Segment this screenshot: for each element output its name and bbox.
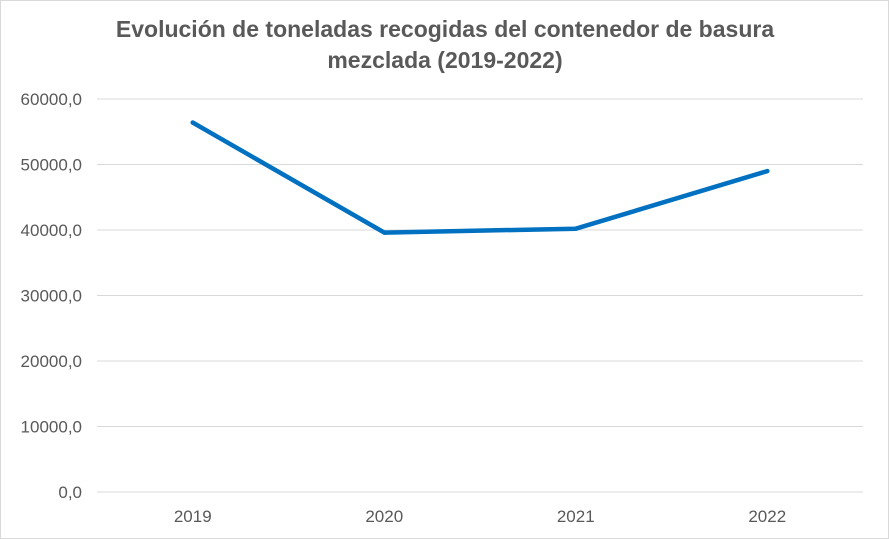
x-axis-tick-labels: 2019 2020 2021 2022 bbox=[174, 507, 786, 526]
x-tick-label: 2021 bbox=[557, 507, 595, 526]
data-point-2022 bbox=[765, 168, 770, 174]
y-tick-label: 60000,0 bbox=[21, 90, 82, 109]
y-axis-tick-labels: 0,0 10000,0 20000,0 30000,0 40000,0 50000,0 60… bbox=[21, 90, 82, 502]
y-tick-label: 40000,0 bbox=[21, 221, 82, 240]
data-point-2019 bbox=[190, 120, 195, 125]
y-tick-label: 0,0 bbox=[58, 483, 82, 502]
y-tick-label: 10000,0 bbox=[21, 418, 82, 437]
series-group bbox=[190, 120, 770, 235]
y-tick-label: 50000,0 bbox=[21, 156, 82, 175]
x-tick-label: 2020 bbox=[365, 507, 403, 526]
series-line-0 bbox=[190, 120, 770, 235]
data-point-2020 bbox=[382, 230, 387, 235]
y-tick-label: 30000,0 bbox=[21, 287, 82, 306]
y-tick-label: 20000,0 bbox=[21, 352, 82, 371]
gridlines bbox=[97, 98, 863, 493]
chart-title: Evolución de toneladas recogidas del con… bbox=[115, 16, 775, 73]
x-tick-label: 2022 bbox=[748, 507, 786, 526]
x-tick-label: 2019 bbox=[174, 507, 212, 526]
data-point-2021 bbox=[573, 226, 578, 231]
